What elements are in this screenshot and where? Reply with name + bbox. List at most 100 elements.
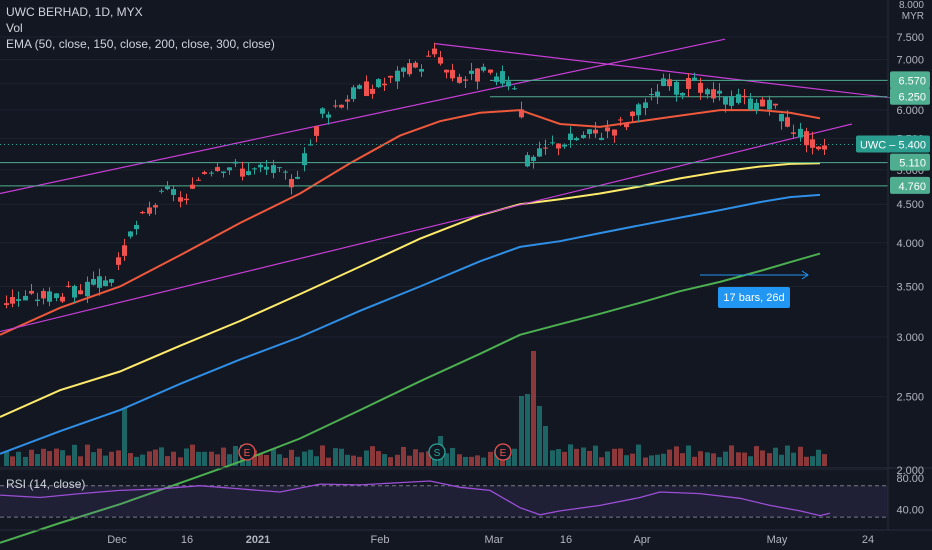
volume-bar xyxy=(723,451,728,466)
price-tick-label: 6.000 xyxy=(896,105,924,117)
rsi-pane xyxy=(0,467,932,518)
candle-body xyxy=(723,96,728,105)
volume-bar xyxy=(599,457,604,466)
volume-bar xyxy=(816,449,821,466)
volume-bar xyxy=(556,449,561,466)
volume-bar xyxy=(302,451,307,466)
volume-bar xyxy=(314,456,319,466)
event-marker-circle xyxy=(238,443,256,461)
candle-body xyxy=(543,147,548,149)
candle-body xyxy=(209,172,214,174)
candle-body xyxy=(667,79,672,87)
rsi-tick-label: 40.00 xyxy=(896,504,924,516)
volume-bar xyxy=(754,446,759,466)
time-tick-label: Apr xyxy=(633,534,650,546)
volume-bar xyxy=(122,408,127,466)
volume-bar xyxy=(760,450,765,466)
rsi-line xyxy=(0,480,831,517)
candle-body xyxy=(122,245,127,256)
volume-bar xyxy=(97,448,102,466)
candle-body xyxy=(655,91,660,97)
candle-body xyxy=(804,131,809,146)
event-marker-label: E xyxy=(244,448,251,459)
volume-bar xyxy=(717,457,722,466)
price-tick-label: 3.500 xyxy=(896,282,924,294)
volume-bar xyxy=(481,457,486,466)
price-axis[interactable]: 7.5007.0006.5006.0005.5005.0004.5004.000… xyxy=(856,0,930,550)
candlesticks xyxy=(4,42,827,309)
event-marker-label: S xyxy=(434,448,441,459)
volume-bar xyxy=(41,448,46,466)
candle-body xyxy=(320,108,325,114)
volume-bar xyxy=(128,453,133,466)
candle-body xyxy=(140,212,145,214)
candle-body xyxy=(165,186,170,190)
candle-body xyxy=(116,257,121,265)
candle-body xyxy=(574,138,579,141)
candle-body xyxy=(283,171,288,173)
trend-line xyxy=(434,43,896,99)
volume-bar xyxy=(339,448,344,466)
candle-body xyxy=(72,285,77,298)
candle-body xyxy=(742,95,747,97)
volume-legend[interactable]: Vol xyxy=(6,21,23,35)
horizontal-levels[interactable] xyxy=(0,79,888,187)
volume-bar xyxy=(295,456,300,466)
candle-body xyxy=(500,71,505,84)
candle-body xyxy=(822,145,827,150)
time-axis[interactable]: Dec 16 2021 Feb Mar 16 Apr May 24 xyxy=(0,529,932,546)
candle-body xyxy=(469,70,474,74)
time-tick-label: Feb xyxy=(371,534,390,546)
candle-body xyxy=(221,171,226,174)
candle-body xyxy=(41,290,46,299)
volume-bar xyxy=(612,448,617,466)
volume-bar xyxy=(4,451,9,466)
candle-body xyxy=(413,62,418,68)
candle-body xyxy=(388,75,393,78)
candle-body xyxy=(512,88,517,90)
volume-bar xyxy=(357,456,362,466)
ema-legend[interactable]: EMA (50, close, 150, close, 200, close, … xyxy=(6,37,275,51)
candle-body xyxy=(686,77,691,89)
volume-bar xyxy=(661,453,666,466)
volume-bar xyxy=(320,445,325,466)
measure-tool[interactable]: 17 bars, 26d xyxy=(700,270,809,308)
candle-body xyxy=(91,279,96,285)
rsi-legend[interactable]: RSI (14, close) xyxy=(6,477,86,491)
candle-body xyxy=(240,168,245,177)
trend-lines[interactable] xyxy=(0,38,896,333)
candle-body xyxy=(605,127,610,132)
candle-body xyxy=(550,142,555,144)
volume-bar xyxy=(457,454,462,466)
volume-bar xyxy=(773,447,778,466)
currency-unit: 8.000 MYR xyxy=(899,0,924,22)
volume-bar xyxy=(488,451,493,466)
volume-bar xyxy=(60,450,65,466)
candle-body xyxy=(54,293,59,299)
symbol-title[interactable]: UWC BERHAD, 1D, MYX xyxy=(6,5,143,19)
candle-body xyxy=(159,190,164,192)
candle-body xyxy=(568,133,573,140)
last-price-tag-label: UWC – 5.400 xyxy=(860,140,926,152)
time-tick-label: May xyxy=(767,534,788,546)
price-tick-label: 3.000 xyxy=(896,332,924,344)
candle-body xyxy=(109,279,114,283)
candle-body xyxy=(326,114,331,118)
ema300-line xyxy=(0,252,821,544)
event-marker-circle xyxy=(428,443,446,461)
volume-bar xyxy=(692,456,697,466)
candle-body xyxy=(196,179,201,181)
volume-bar xyxy=(729,445,734,466)
candle-body xyxy=(202,172,207,174)
volume-bar xyxy=(401,446,406,466)
candle-body xyxy=(450,69,455,79)
volume-bar xyxy=(103,455,108,466)
candle-body xyxy=(612,129,617,136)
candle-body xyxy=(748,98,753,110)
candle-body xyxy=(4,303,9,306)
volume-bar xyxy=(16,451,21,466)
volume-bar xyxy=(109,451,114,466)
candle-body xyxy=(698,82,703,93)
